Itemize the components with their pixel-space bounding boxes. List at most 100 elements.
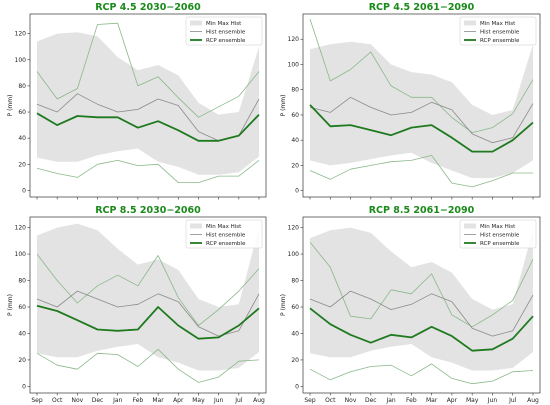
- x-tick-label: Aug: [527, 397, 539, 404]
- rcp-ensemble-line: [309, 307, 534, 352]
- y-tick-label: 40: [18, 330, 26, 337]
- max-hist-line: [36, 253, 260, 326]
- y-axis-label: P (mm): [280, 294, 287, 316]
- min-hist-line: [309, 363, 534, 385]
- min-max-band: [310, 41, 533, 179]
- hist-ensemble-line: [309, 96, 534, 144]
- legend-swatch-band: [464, 20, 476, 26]
- x-tick-label: Apr: [173, 397, 184, 404]
- x-tick-label: Jan: [112, 397, 122, 404]
- y-tick-label: 20: [291, 357, 299, 364]
- legend-box: [185, 219, 263, 249]
- y-tick-label: 60: [291, 304, 299, 311]
- legend-box: [459, 219, 537, 249]
- max-hist-line: [309, 18, 534, 134]
- max-hist-line: [36, 22, 260, 118]
- y-tick-label: 0: [295, 188, 299, 195]
- x-tick-label: May: [192, 397, 205, 404]
- y-axis-label: P (mm): [7, 95, 14, 117]
- y-tick-label: 20: [291, 162, 299, 169]
- min-hist-line: [36, 159, 260, 184]
- x-tick-label: Nov: [72, 397, 84, 404]
- legend-label: Min Max Hist: [206, 21, 242, 27]
- legend: Min Max Hist Hist ensemble RCP ensemble: [459, 16, 537, 46]
- x-tick-label: Aug: [253, 397, 265, 404]
- min-hist-line: [309, 154, 533, 188]
- y-tick-label: 80: [291, 278, 299, 285]
- min-hist-line: [36, 348, 260, 383]
- x-tick-label: Oct: [325, 397, 336, 404]
- legend-label: Hist ensemble: [480, 233, 520, 239]
- legend-label: Min Max Hist: [480, 224, 516, 230]
- legend-box: [185, 16, 263, 46]
- hist-ensemble-line: [309, 290, 534, 337]
- y-tick-label: 60: [291, 112, 299, 119]
- chart-title: RCP 8.5 2030−2060: [95, 205, 201, 216]
- y-tick-label: 120: [15, 225, 27, 232]
- y-tick-label: 120: [15, 31, 27, 38]
- y-tick-label: 80: [18, 278, 26, 285]
- legend-swatch-band: [464, 223, 476, 229]
- y-tick-label: 80: [18, 83, 26, 90]
- y-tick-label: 100: [15, 251, 27, 258]
- y-axis-label: P (mm): [7, 294, 14, 316]
- x-tick-label: Feb: [133, 397, 144, 404]
- legend-label: RCP ensemble: [206, 38, 246, 44]
- legend-swatch-band: [190, 223, 202, 229]
- chart-panel-3: RCP 8.5 2030−2060 0 20 40 60 80 100 120 P (mm) Se…: [7, 205, 267, 404]
- y-tick-label: 0: [22, 383, 26, 390]
- plot-frame: [29, 13, 267, 198]
- y-tick-label: 20: [18, 357, 26, 364]
- x-tick-label: Mar: [426, 397, 438, 404]
- legend-label: Min Max Hist: [206, 224, 242, 230]
- x-tick-label: Sep: [31, 397, 43, 404]
- plot-frame: [302, 13, 541, 198]
- legend-label: RCP ensemble: [480, 241, 520, 247]
- x-tick-label: Nov: [345, 397, 357, 404]
- legend-label: Min Max Hist: [480, 21, 516, 27]
- legend-label: RCP ensemble: [480, 38, 520, 44]
- chart-panel-4: RCP 8.5 2061−2090 0 20 40 60 80 100 120 P (mm) Se…: [280, 205, 541, 404]
- max-hist-line: [309, 241, 534, 328]
- y-tick-label: 100: [15, 57, 27, 64]
- x-tick-label: Jun: [213, 397, 224, 404]
- x-tick-label: Feb: [406, 397, 417, 404]
- legend-label: Hist ensemble: [480, 30, 520, 36]
- y-tick-label: 100: [288, 251, 300, 258]
- y-tick-label: 100: [288, 61, 300, 68]
- y-tick-label: 40: [18, 135, 26, 142]
- min-max-band: [37, 32, 259, 175]
- x-tick-label: Sep: [304, 397, 316, 404]
- y-tick-label: 120: [288, 36, 300, 43]
- legend: Min Max Hist Hist ensemble RCP ensemble: [185, 219, 263, 249]
- y-tick-label: 0: [295, 383, 299, 390]
- rcp-ensemble-line: [36, 304, 260, 340]
- y-tick-label: 60: [18, 109, 26, 116]
- legend-label: RCP ensemble: [206, 241, 246, 247]
- legend-swatch-band: [190, 20, 202, 26]
- y-tick-label: 60: [18, 304, 26, 311]
- legend: Min Max Hist Hist ensemble RCP ensemble: [185, 16, 263, 46]
- chart-title: RCP 4.5 2030−2060: [95, 2, 201, 13]
- chart-panel-1: RCP 4.5 2030−2060 0 20 40 60 80 100 120 P (mm) Mi…: [7, 2, 267, 200]
- chart-title: RCP 8.5 2061−2090: [369, 205, 475, 216]
- y-tick-label: 80: [291, 87, 299, 94]
- rcp-ensemble-line: [309, 104, 534, 153]
- plot-frame: [302, 216, 541, 394]
- legend-box: [459, 16, 537, 46]
- x-tick-label: Jan: [385, 397, 395, 404]
- y-tick-label: 0: [22, 187, 26, 194]
- legend-label: Hist ensemble: [206, 233, 246, 239]
- legend: Min Max Hist Hist ensemble RCP ensemble: [459, 219, 537, 249]
- x-tick-label: Oct: [52, 397, 63, 404]
- x-tick-label: Jul: [234, 397, 243, 404]
- x-tick-label: Jun: [487, 397, 498, 404]
- min-max-band: [37, 223, 259, 371]
- x-tick-label: Mar: [152, 397, 164, 404]
- legend-label: Hist ensemble: [206, 30, 246, 36]
- x-tick-label: Apr: [447, 397, 458, 404]
- chart-title: RCP 4.5 2061−2090: [369, 2, 475, 13]
- y-tick-label: 120: [288, 225, 300, 232]
